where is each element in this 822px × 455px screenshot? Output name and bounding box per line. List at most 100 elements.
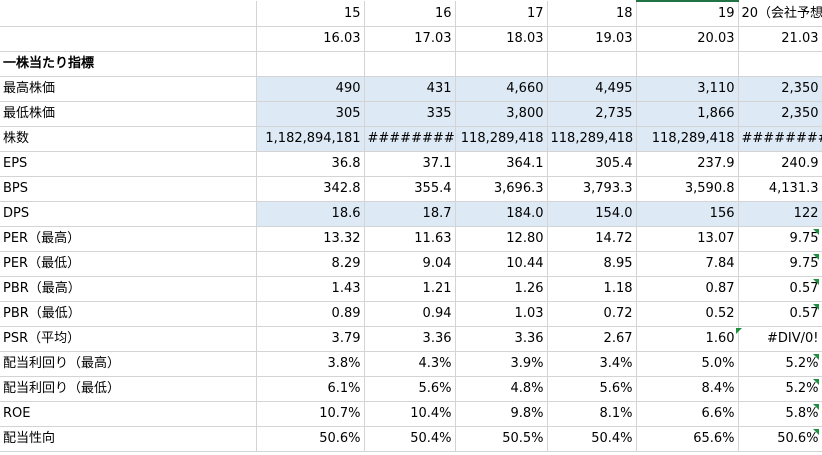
value-cell[interactable]: 1.18 bbox=[547, 276, 637, 302]
value-cell[interactable]: 364.1 bbox=[455, 151, 548, 177]
value-cell[interactable]: 11.63 bbox=[364, 226, 456, 252]
value-cell[interactable]: 13.32 bbox=[256, 226, 365, 252]
header-year-cell[interactable]: 20（会社予想 bbox=[738, 1, 822, 27]
value-cell[interactable]: 9.8% bbox=[455, 401, 548, 427]
row-label[interactable]: 最高株価 bbox=[0, 76, 257, 102]
value-cell[interactable]: 342.8 bbox=[256, 176, 365, 202]
value-cell[interactable]: 3,590.8 bbox=[636, 176, 739, 202]
value-cell[interactable]: 7.84 bbox=[636, 251, 739, 277]
value-cell[interactable]: 1.60 bbox=[636, 326, 739, 352]
value-cell[interactable]: 0.87 bbox=[636, 276, 739, 302]
row-label[interactable]: ROE bbox=[0, 401, 257, 427]
value-cell[interactable]: 8.29 bbox=[256, 251, 365, 277]
value-cell[interactable]: 36.8 bbox=[256, 151, 365, 177]
value-cell[interactable]: 2,735 bbox=[547, 101, 637, 127]
row-label[interactable]: PER（最低） bbox=[0, 251, 257, 277]
row-label[interactable]: 最低株価 bbox=[0, 101, 257, 127]
value-cell[interactable]: 3.4% bbox=[547, 351, 637, 377]
value-cell[interactable]: 240.9 bbox=[738, 151, 822, 177]
value-cell[interactable]: 5.6% bbox=[364, 376, 456, 402]
value-cell[interactable]: 1,182,894,181 bbox=[256, 126, 365, 152]
header-year-cell[interactable]: 16 bbox=[364, 1, 456, 27]
value-cell[interactable]: 156 bbox=[636, 201, 739, 227]
row-label[interactable]: EPS bbox=[0, 151, 257, 177]
value-cell[interactable]: 13.07 bbox=[636, 226, 739, 252]
header-year-cell-selected[interactable]: 19 bbox=[636, 0, 739, 27]
value-cell[interactable]: 2,350 bbox=[738, 101, 822, 127]
row-label[interactable]: 配当利回り（最高） bbox=[0, 351, 257, 377]
value-cell[interactable]: 3.79 bbox=[256, 326, 365, 352]
value-cell[interactable]: 10.4% bbox=[364, 401, 456, 427]
header-period-cell[interactable]: 16.03 bbox=[256, 26, 365, 52]
value-cell[interactable]: 0.72 bbox=[547, 301, 637, 327]
value-cell[interactable]: 3,110 bbox=[636, 76, 739, 102]
value-cell[interactable]: 8.4% bbox=[636, 376, 739, 402]
section-title[interactable]: 一株当たり指標 bbox=[0, 51, 257, 77]
value-cell[interactable]: 3.36 bbox=[364, 326, 456, 352]
value-cell[interactable]: 0.94 bbox=[364, 301, 456, 327]
value-cell[interactable]: 5.2% bbox=[738, 376, 822, 402]
value-cell[interactable]: 6.1% bbox=[256, 376, 365, 402]
header-period-cell[interactable]: 18.03 bbox=[455, 26, 548, 52]
value-cell[interactable]: 154.0 bbox=[547, 201, 637, 227]
value-cell[interactable]: 0.57 bbox=[738, 276, 822, 302]
value-cell[interactable]: 335 bbox=[364, 101, 456, 127]
value-cell[interactable]: 37.1 bbox=[364, 151, 456, 177]
value-cell[interactable]: 305 bbox=[256, 101, 365, 127]
value-cell[interactable]: 8.95 bbox=[547, 251, 637, 277]
value-cell[interactable]: 50.5% bbox=[455, 426, 548, 452]
value-cell[interactable]: 5.2% bbox=[738, 351, 822, 377]
value-cell[interactable]: 3.9% bbox=[455, 351, 548, 377]
value-cell[interactable]: 118,289,418 bbox=[636, 126, 739, 152]
header-year-cell[interactable]: 17 bbox=[455, 1, 548, 27]
value-cell[interactable]: 6.6% bbox=[636, 401, 739, 427]
value-cell[interactable]: 1.21 bbox=[364, 276, 456, 302]
cell-blank[interactable] bbox=[455, 51, 548, 77]
value-cell[interactable]: 9.75 bbox=[738, 226, 822, 252]
value-cell[interactable]: 305.4 bbox=[547, 151, 637, 177]
value-cell[interactable]: 50.4% bbox=[364, 426, 456, 452]
value-cell[interactable]: 12.80 bbox=[455, 226, 548, 252]
value-cell[interactable]: 431 bbox=[364, 76, 456, 102]
value-cell[interactable]: 1.26 bbox=[455, 276, 548, 302]
value-cell[interactable]: ######## bbox=[738, 126, 822, 152]
value-cell[interactable]: 184.0 bbox=[455, 201, 548, 227]
cell-blank[interactable] bbox=[738, 51, 822, 77]
value-cell[interactable]: 0.89 bbox=[256, 301, 365, 327]
value-cell[interactable]: 18.7 bbox=[364, 201, 456, 227]
header-year-cell[interactable]: 18 bbox=[547, 1, 637, 27]
value-cell[interactable]: 4,660 bbox=[455, 76, 548, 102]
cell-blank[interactable] bbox=[636, 51, 739, 77]
value-cell[interactable]: 1,866 bbox=[636, 101, 739, 127]
value-cell[interactable]: 8.1% bbox=[547, 401, 637, 427]
row-label[interactable]: PBR（最低） bbox=[0, 301, 257, 327]
value-cell[interactable]: 3.8% bbox=[256, 351, 365, 377]
value-cell[interactable]: 65.6% bbox=[636, 426, 739, 452]
value-cell[interactable]: 1.03 bbox=[455, 301, 548, 327]
value-cell[interactable]: 4,131.3 bbox=[738, 176, 822, 202]
value-cell[interactable]: 118,289,418 bbox=[547, 126, 637, 152]
cell-blank[interactable] bbox=[0, 1, 257, 27]
row-label[interactable]: PER（最高） bbox=[0, 226, 257, 252]
header-year-cell[interactable]: 15 bbox=[256, 1, 365, 27]
row-label[interactable]: DPS bbox=[0, 201, 257, 227]
value-cell[interactable]: 4.3% bbox=[364, 351, 456, 377]
value-cell[interactable]: 10.44 bbox=[455, 251, 548, 277]
row-label[interactable]: 配当性向 bbox=[0, 426, 257, 452]
value-cell[interactable]: ######### bbox=[364, 126, 456, 152]
value-cell[interactable]: 4,495 bbox=[547, 76, 637, 102]
cell-blank[interactable] bbox=[256, 51, 365, 77]
value-cell[interactable]: 3,800 bbox=[455, 101, 548, 127]
cell-blank[interactable] bbox=[0, 26, 257, 52]
value-cell[interactable]: 3.36 bbox=[455, 326, 548, 352]
header-period-cell[interactable]: 17.03 bbox=[364, 26, 456, 52]
value-cell[interactable]: 118,289,418 bbox=[455, 126, 548, 152]
value-cell[interactable]: 14.72 bbox=[547, 226, 637, 252]
value-cell[interactable]: 5.6% bbox=[547, 376, 637, 402]
value-cell[interactable]: 50.6% bbox=[738, 426, 822, 452]
cell-blank[interactable] bbox=[364, 51, 456, 77]
value-cell[interactable]: 50.4% bbox=[547, 426, 637, 452]
value-cell[interactable]: 2.67 bbox=[547, 326, 637, 352]
value-cell[interactable]: 10.7% bbox=[256, 401, 365, 427]
value-cell[interactable]: 9.04 bbox=[364, 251, 456, 277]
